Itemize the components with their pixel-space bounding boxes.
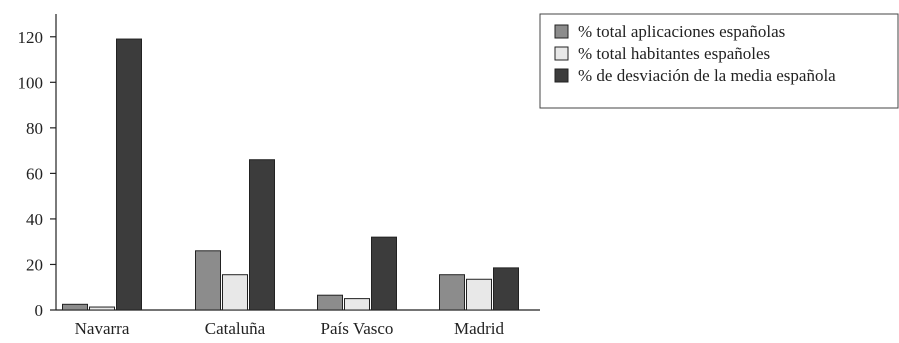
bar-1 — [439, 274, 465, 311]
chart-axes: 0 20 40 60 80 100 120 Navarra Cataluña País Vasco… — [18, 14, 540, 338]
bar-3 — [493, 267, 519, 311]
legend-swatch — [554, 68, 569, 83]
x-category-label: Cataluña — [205, 319, 266, 338]
x-category-label: País Vasco — [321, 319, 394, 338]
bar-3 — [371, 236, 397, 311]
bar-2 — [222, 274, 248, 311]
y-tick-label: 20 — [26, 255, 43, 274]
legend-swatch — [554, 46, 569, 61]
y-tick-label: 40 — [26, 210, 43, 229]
y-tick-label: 60 — [26, 164, 43, 183]
legend-box — [539, 13, 899, 109]
bar-2 — [344, 298, 370, 311]
bar-2 — [89, 306, 115, 311]
bar-1 — [317, 294, 343, 311]
bar-2 — [466, 278, 492, 311]
chart-bars — [62, 38, 519, 311]
x-category-label: Madrid — [454, 319, 505, 338]
y-tick-label: 120 — [18, 28, 44, 47]
y-tick-label: 0 — [35, 301, 44, 320]
legend-entry-label: % de desviación de la media española — [578, 66, 836, 85]
y-tick-label: 80 — [26, 119, 43, 138]
bar-3 — [116, 38, 142, 311]
y-tick-label: 100 — [18, 73, 44, 92]
bar-3 — [249, 159, 275, 311]
legend-entry-label: % total habitantes españoles — [578, 44, 770, 63]
x-category-label: Navarra — [75, 319, 130, 338]
chart-legend: % total aplicaciones españolas % total ha… — [539, 13, 899, 109]
bar-1 — [195, 250, 221, 311]
bar-1 — [62, 303, 88, 311]
legend-swatch — [554, 24, 569, 39]
legend-entry-label: % total aplicaciones españolas — [578, 22, 785, 41]
